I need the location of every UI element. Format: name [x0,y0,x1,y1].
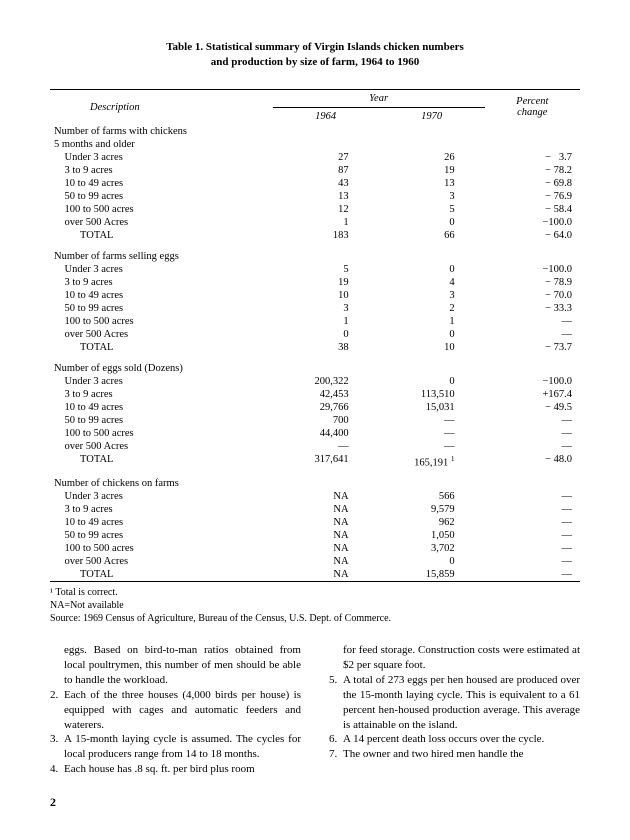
table-row: 50 to 99 acres700—— [50,414,580,427]
section-heading: Number of farms selling eggs [50,250,580,263]
table-row: Under 3 acres200,3220−100.0 [50,375,580,388]
table-row: TOTAL3810− 73.7 [50,341,580,354]
list-item: eggs. Based on bird-to-man ratios obtain… [50,643,301,688]
col-percent-change: Percent change [485,89,580,125]
table-row: 100 to 500 acres11— [50,315,580,328]
table-row: 3 to 9 acres42,453113,510+167.4 [50,388,580,401]
right-column: for feed storage. Construction costs wer… [329,643,580,777]
table-row: TOTAL18366− 64.0 [50,229,580,242]
col-1970: 1970 [379,107,485,125]
footnote-2: NA=Not available [50,599,580,612]
table-row: over 500 Acres00— [50,328,580,341]
title-line-2: and production by size of farm, 1964 to … [211,56,420,68]
table-row: over 500 Acres——— [50,440,580,453]
table-row: over 500 AcresNA0— [50,555,580,568]
list-item: 6.A 14 percent death loss occurs over th… [329,732,580,747]
table-row: over 500 Acres10−100.0 [50,216,580,229]
list-item: for feed storage. Construction costs wer… [329,643,580,673]
list-item: 2.Each of the three houses (4,000 birds … [50,688,301,733]
list-item: 3.A 15-month laying cycle is assumed. Th… [50,732,301,762]
data-table: Description Year Percent change 1964 197… [50,89,580,583]
table-row: 10 to 49 acresNA962— [50,516,580,529]
col-1964: 1964 [273,107,379,125]
table-title: Table 1. Statistical summary of Virgin I… [50,40,580,71]
table-row: 3 to 9 acresNA9,579— [50,503,580,516]
footnotes: ¹ Total is correct. NA=Not available Sou… [50,586,580,625]
table-row: Under 3 acres2726− 3.7 [50,151,580,164]
left-column: eggs. Based on bird-to-man ratios obtain… [50,643,301,777]
list-item: 4.Each house has .8 sq. ft. per bird plu… [50,762,301,777]
section-heading: Number of chickens on farms [50,477,580,490]
footnote-1: ¹ Total is correct. [50,586,580,599]
list-item: 7.The owner and two hired men handle the [329,747,580,762]
table-row: Under 3 acres50−100.0 [50,263,580,276]
table-row: 10 to 49 acres4313− 69.8 [50,177,580,190]
table-row: Under 3 acresNA566— [50,490,580,503]
table-row: 50 to 99 acresNA1,050— [50,529,580,542]
table-row: TOTALNA15,859— [50,568,580,582]
page-number: 2 [50,795,580,810]
table-row: 100 to 500 acres44,400—— [50,427,580,440]
table-row: 100 to 500 acresNA3,702— [50,542,580,555]
col-year: Year [273,89,485,107]
table-row: 3 to 9 acres194− 78.9 [50,276,580,289]
table-row: 10 to 49 acres29,76615,031− 49.5 [50,401,580,414]
body-text-columns: eggs. Based on bird-to-man ratios obtain… [50,643,580,777]
table-row: 3 to 9 acres8719− 78.2 [50,164,580,177]
section-heading: Number of eggs sold (Dozens) [50,362,580,375]
section-heading: Number of farms with chickens [50,125,580,138]
table-row: 50 to 99 acres133− 76.9 [50,190,580,203]
title-line-1: Table 1. Statistical summary of Virgin I… [166,41,464,53]
table-row: TOTAL317,641165,191 1− 48.0 [50,453,580,470]
section-subheading: 5 months and older [50,138,580,151]
table-row: 50 to 99 acres32− 33.3 [50,302,580,315]
table-row: 10 to 49 acres103− 70.0 [50,289,580,302]
footnote-3: Source: 1969 Census of Agriculture, Bure… [50,612,580,625]
list-item: 5.A total of 273 eggs per hen housed are… [329,673,580,732]
col-description: Description [50,89,273,125]
table-row: 100 to 500 acres125− 58.4 [50,203,580,216]
